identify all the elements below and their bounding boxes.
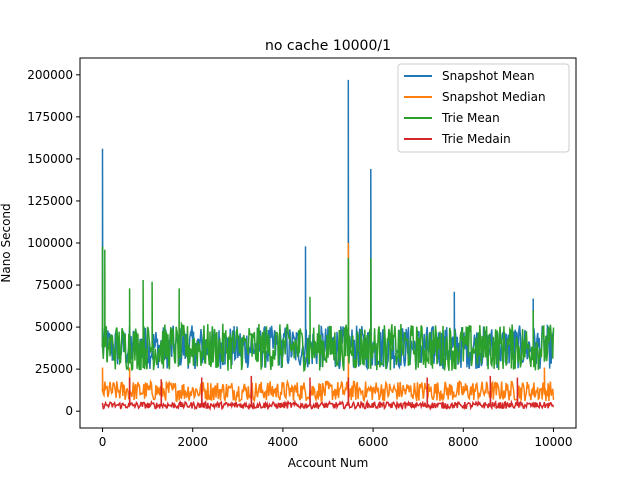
y-tick-label: 25000 <box>35 362 73 376</box>
y-tick-label: 200000 <box>27 68 73 82</box>
y-axis: 0 25000 50000 75000 100000 125000 150000 175000… <box>27 68 80 418</box>
series-line-trie-mean <box>101 246 555 373</box>
x-tick-label: 6000 <box>358 435 389 449</box>
y-tick-label: 125000 <box>27 194 73 208</box>
x-axis-label: Account Num <box>288 456 369 470</box>
y-tick-label: 175000 <box>27 110 73 124</box>
x-axis: 0 2000 4000 6000 8000 10000 <box>99 428 573 449</box>
series-line-snapshot-median <box>101 242 555 403</box>
x-tick-label: 0 <box>99 435 107 449</box>
legend-label: Snapshot Median <box>442 90 546 104</box>
y-tick-label: 50000 <box>35 320 73 334</box>
legend-box <box>397 63 570 153</box>
y-tick-label: 150000 <box>27 152 73 166</box>
x-tick-label: 2000 <box>177 435 208 449</box>
x-tick-label: 8000 <box>448 435 479 449</box>
legend-label: Snapshot Mean <box>442 69 535 83</box>
y-axis-label: Nano Second <box>0 203 13 282</box>
y-tick-label: 0 <box>65 404 73 418</box>
y-tick-label: 100000 <box>27 236 73 250</box>
legend: Snapshot Mean Snapshot Median Trie Mean Tri… <box>397 63 570 153</box>
series-line-trie-medain <box>101 375 555 412</box>
legend-label: Trie Medain <box>441 132 511 146</box>
x-tick-label: 4000 <box>268 435 299 449</box>
chart-title: no cache 10000/1 <box>265 38 391 54</box>
legend-label: Trie Mean <box>441 111 500 125</box>
plot-series <box>101 79 555 412</box>
x-tick-label: 10000 <box>534 435 572 449</box>
y-tick-label: 75000 <box>35 278 73 292</box>
